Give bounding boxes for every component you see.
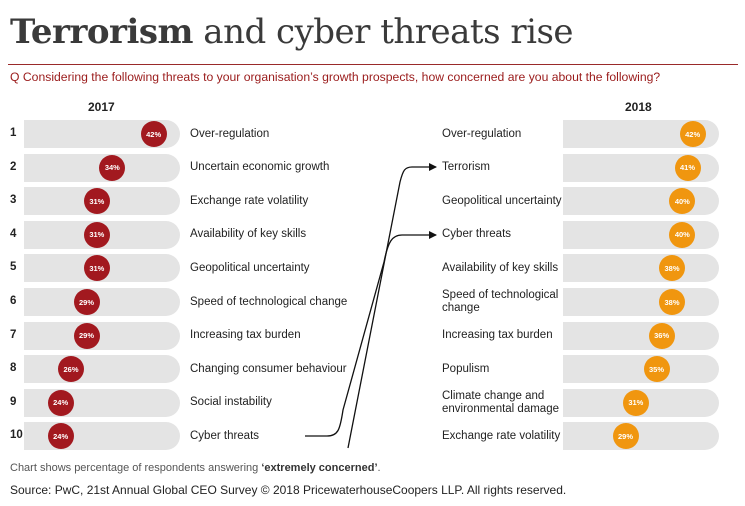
value-bubble-2018: 38% — [659, 255, 685, 282]
year-label-2018: 2018 — [625, 100, 652, 114]
threat-label-2017: Geopolitical uncertainty — [190, 261, 310, 274]
bar-track-2018 — [563, 288, 719, 316]
rank-number: 10 — [10, 429, 23, 442]
value-bubble-2017: 31% — [83, 221, 110, 248]
threat-label-2017: Increasing tax burden — [190, 329, 301, 342]
bar-track-2018 — [563, 422, 719, 451]
value-bubble-2017: 34% — [99, 154, 126, 181]
survey-question: Q Considering the following threats to y… — [10, 70, 661, 84]
value-bubble-2018: 38% — [659, 289, 685, 315]
value-bubble-2018: 40% — [669, 221, 696, 248]
threat-label-2017: Uncertain economic growth — [190, 161, 330, 174]
connector-cyber-threats — [305, 231, 437, 437]
value-bubble-2018: 41% — [674, 154, 701, 181]
bar-track-2017 — [24, 288, 180, 316]
threat-label-2017: Over-regulation — [190, 127, 270, 140]
threat-label-2018: Cyber threats — [442, 228, 512, 241]
threat-label-2018: Speed of technological change — [442, 289, 559, 314]
rank-number: 5 — [10, 261, 17, 274]
source-note: Source: PwC, 21st Annual Global CEO Surv… — [10, 483, 567, 497]
threat-label-2017: Cyber threats — [190, 429, 260, 442]
threat-label-2018: Climate change and environmental damage — [442, 389, 559, 415]
threat-label-2017: Social instability — [190, 396, 272, 409]
rank-number: 1 — [10, 127, 17, 139]
threat-label-2017: Exchange rate volatility — [190, 194, 309, 207]
value-bubble-2018: 42% — [679, 121, 706, 147]
chart-title: Terrorism and cyber threats rise — [10, 12, 574, 52]
footnote-emphasis: ‘extremely concerned’ — [261, 462, 378, 474]
chart-title-bold: Terrorism — [10, 12, 193, 52]
value-bubble-2017: 42% — [140, 121, 167, 147]
value-bubble-2018: 35% — [643, 356, 670, 383]
chart-title-rest: and cyber threats rise — [192, 12, 574, 52]
threat-label-2018: Availability of key skills — [442, 261, 559, 274]
rank-number: 2 — [10, 160, 17, 173]
value-bubble-2018: 31% — [622, 389, 649, 416]
threat-label-2018: Terrorism — [442, 161, 490, 174]
footnote-text: Chart shows percentage of respondents an… — [10, 462, 262, 474]
year-label-2017: 2017 — [88, 100, 115, 114]
value-bubble-2018: 40% — [669, 188, 696, 215]
rank-number: 3 — [10, 194, 17, 207]
threat-label-2018: Geopolitical uncertainty — [442, 194, 562, 207]
title-rule — [8, 64, 738, 65]
rank-number: 4 — [10, 227, 17, 240]
value-bubble-2017: 24% — [47, 389, 74, 416]
bar-track-2017 — [24, 355, 180, 384]
value-bubble-2018: 29% — [612, 423, 639, 450]
value-bubble-2017: 24% — [47, 423, 74, 450]
value-bubble-2017: 29% — [73, 289, 100, 315]
threat-label-2018: Over-regulation — [442, 127, 522, 140]
threat-label-2018: Increasing tax burden — [442, 329, 553, 342]
rank-number: 6 — [10, 295, 17, 307]
connector-terrorism — [347, 163, 437, 449]
value-bubble-2017: 31% — [83, 255, 110, 282]
threat-label-2018: Exchange rate volatility — [442, 429, 561, 442]
bar-track-2017 — [24, 321, 180, 350]
value-bubble-2017: 26% — [58, 356, 84, 383]
rank-number: 7 — [10, 328, 17, 341]
threat-label-2017: Speed of technological change — [190, 295, 348, 308]
threat-label-2017: Availability of key skills — [190, 228, 307, 241]
value-bubble-2017: 31% — [83, 188, 110, 215]
value-bubble-2018: 36% — [648, 322, 675, 349]
footnote: Chart shows percentage of respondents an… — [10, 462, 381, 474]
rank-number: 8 — [10, 362, 17, 375]
bar-track-2018 — [563, 355, 719, 384]
bar-track-2018 — [563, 254, 719, 283]
value-bubble-2017: 29% — [73, 322, 100, 349]
bar-track-2018 — [563, 321, 719, 350]
footnote-end: . — [377, 462, 381, 474]
rank-number: 9 — [10, 395, 17, 408]
threat-label-2018: Populism — [442, 362, 490, 375]
threat-label-2017: Changing consumer behaviour — [190, 362, 347, 375]
